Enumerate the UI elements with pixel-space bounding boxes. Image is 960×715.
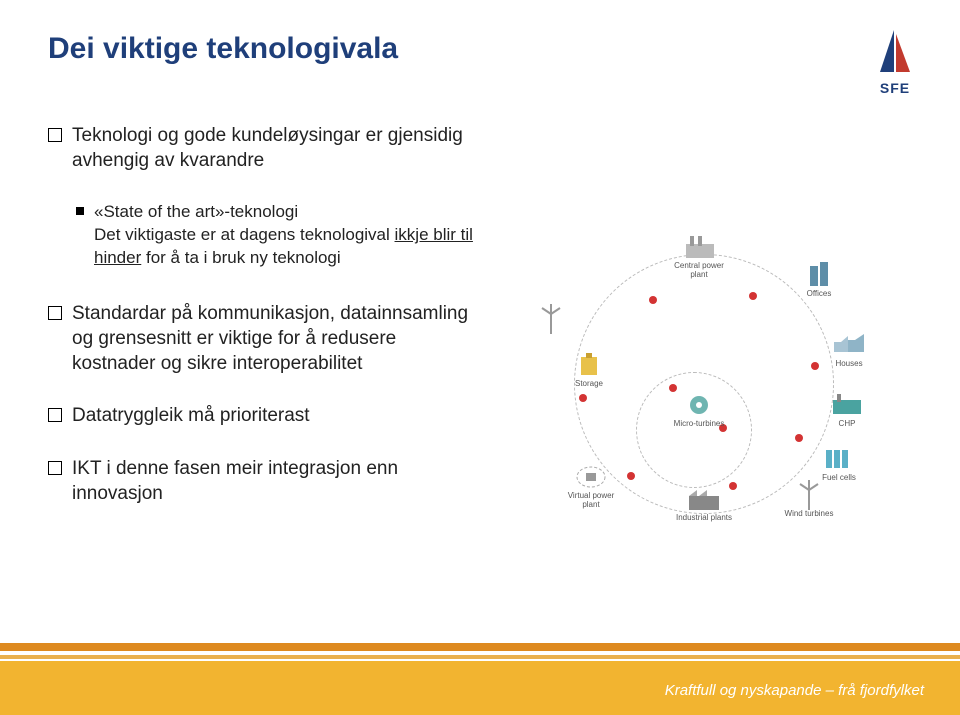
bullet-1-sub: «State of the art»-teknologi Det viktiga… bbox=[76, 201, 478, 270]
wind-icon bbox=[794, 482, 824, 508]
footer: Kraftfull og nyskapande – frå fjordfylke… bbox=[0, 643, 960, 715]
footer-bar-mid bbox=[0, 655, 960, 659]
bullet-3: Datatryggleik må prioriterast bbox=[48, 404, 478, 429]
bullet-4: IKT i denne fasen meir integrasjon enn i… bbox=[48, 457, 478, 506]
diagram-ring-inner bbox=[636, 372, 752, 488]
micro-icon bbox=[684, 392, 714, 418]
diagram-dot bbox=[811, 362, 819, 370]
diagram-dot bbox=[795, 434, 803, 442]
central-icon bbox=[684, 234, 714, 260]
bullet-3-text: Datatryggleik må prioriterast bbox=[72, 404, 310, 429]
bullet-1-sub-text: «State of the art»-teknologi Det viktiga… bbox=[94, 201, 478, 270]
square-icon bbox=[76, 207, 84, 215]
diagram-node-industrial: Industrial plants bbox=[674, 486, 734, 523]
bullet-2-text: Standardar på kommunikasjon, datainnsaml… bbox=[72, 302, 478, 376]
bullet-1: Teknologi og gode kundeløysingar er gjen… bbox=[48, 124, 478, 173]
checkbox-icon bbox=[48, 306, 62, 320]
diagram-node-fuelcells: Fuel cells bbox=[809, 446, 869, 483]
storage-icon bbox=[574, 352, 604, 378]
diagram-node-label: Central power plant bbox=[669, 262, 729, 280]
logo-text: SFE bbox=[880, 80, 910, 96]
sub-line2-pre: Det viktigaste er at dagens teknologival bbox=[94, 225, 395, 244]
diagram-dot bbox=[669, 384, 677, 392]
sail-icon bbox=[878, 28, 912, 76]
diagram-node-central: Central power plant bbox=[669, 234, 729, 280]
diagram-node-chp: CHP bbox=[817, 392, 877, 429]
diagram-node-windL bbox=[521, 306, 581, 332]
checkbox-icon bbox=[48, 461, 62, 475]
sub-prefix: «State of the art»-teknologi bbox=[94, 202, 298, 221]
diagram-node-label: Houses bbox=[835, 360, 862, 369]
diagram-node-label: Industrial plants bbox=[676, 514, 732, 523]
diagram-dot bbox=[579, 394, 587, 402]
chp-icon bbox=[832, 392, 862, 418]
diagram-node-label: Offices bbox=[807, 290, 832, 299]
bullet-1-text: Teknologi og gode kundeløysingar er gjen… bbox=[72, 124, 478, 173]
diagram-node-label: CHP bbox=[839, 420, 856, 429]
bullet-2: Standardar på kommunikasjon, datainnsaml… bbox=[48, 302, 478, 376]
diagram-node-virtual: Virtual power plant bbox=[561, 464, 621, 510]
header: Dei viktige teknologivala SFE bbox=[48, 28, 912, 96]
page-title: Dei viktige teknologivala bbox=[48, 32, 398, 66]
bullets-top: Teknologi og gode kundeløysingar er gjen… bbox=[48, 124, 478, 270]
bullet-4-text: IKT i denne fasen meir integrasjon enn i… bbox=[72, 457, 478, 506]
diagram-column: Central power plant Offices Houses CHP Fuel … bbox=[496, 124, 912, 534]
industrial-icon bbox=[689, 486, 719, 512]
diagram-node-label: Micro-turbines bbox=[674, 420, 725, 429]
windL-icon bbox=[536, 306, 566, 332]
diagram-node-storage: Storage bbox=[559, 352, 619, 389]
diagram-node-label: Virtual power plant bbox=[561, 492, 621, 510]
diagram-node-label: Storage bbox=[575, 380, 603, 389]
bullets-main: Standardar på kommunikasjon, datainnsaml… bbox=[48, 302, 478, 506]
text-column: Teknologi og gode kundeløysingar er gjen… bbox=[48, 124, 478, 534]
offices-icon bbox=[804, 262, 834, 288]
diagram-node-micro: Micro-turbines bbox=[669, 392, 729, 429]
footer-text: Kraftfull og nyskapande – frå fjordfylke… bbox=[665, 682, 924, 699]
sub-line2-post: for å ta i bruk ny teknologi bbox=[141, 248, 340, 267]
checkbox-icon bbox=[48, 408, 62, 422]
diagram-node-wind: Wind turbines bbox=[779, 482, 839, 519]
fuelcells-icon bbox=[824, 446, 854, 472]
diagram-dot bbox=[649, 296, 657, 304]
checkbox-icon bbox=[48, 128, 62, 142]
content: Teknologi og gode kundeløysingar er gjen… bbox=[48, 124, 912, 534]
slide: Dei viktige teknologivala SFE Teknologi … bbox=[0, 0, 960, 715]
diagram-node-houses: Houses bbox=[819, 332, 879, 369]
houses-icon bbox=[834, 332, 864, 358]
diagram-dot bbox=[627, 472, 635, 480]
footer-bar-top bbox=[0, 643, 960, 651]
logo: SFE bbox=[878, 28, 912, 96]
grid-diagram: Central power plant Offices Houses CHP Fuel … bbox=[519, 234, 889, 514]
diagram-node-label: Wind turbines bbox=[785, 510, 834, 519]
diagram-node-offices: Offices bbox=[789, 262, 849, 299]
diagram-dot bbox=[749, 292, 757, 300]
virtual-icon bbox=[576, 464, 606, 490]
